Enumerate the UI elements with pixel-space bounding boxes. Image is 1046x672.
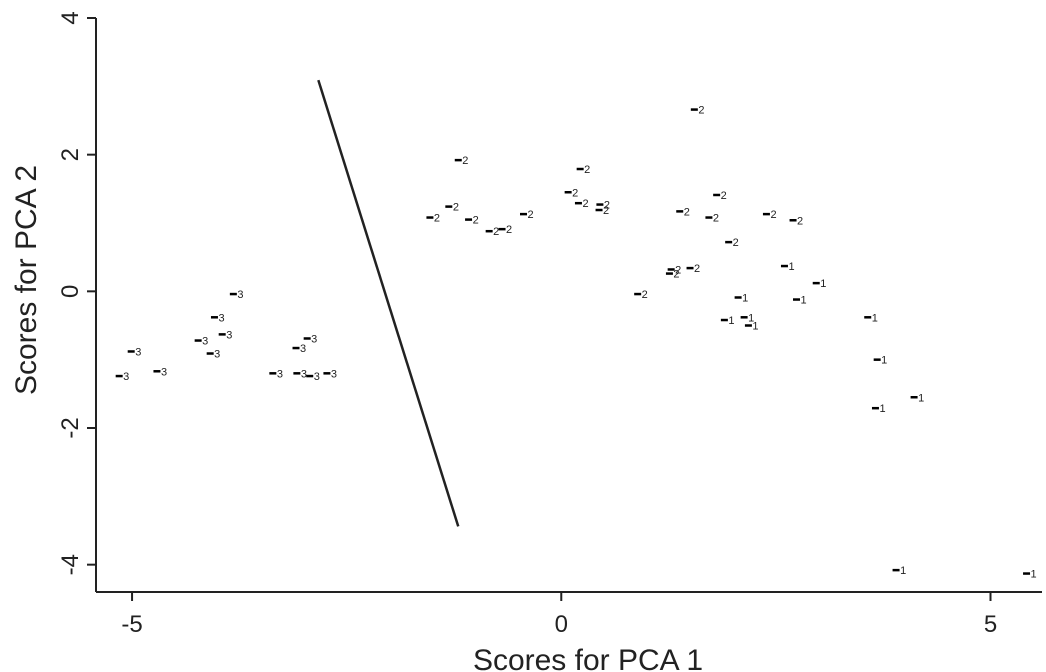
point-label: 3: [237, 289, 243, 301]
point-label: 1: [752, 321, 758, 333]
point-label: 1: [918, 392, 924, 404]
point-label: 2: [673, 269, 679, 281]
point-label: 3: [226, 329, 232, 341]
point-label: 2: [462, 155, 468, 167]
point-label: 3: [301, 368, 307, 380]
point-label: 1: [820, 278, 826, 290]
point-label: 3: [277, 368, 283, 380]
point-label: 1: [881, 355, 887, 367]
point-label: 1: [1031, 569, 1037, 581]
point-label: 1: [879, 403, 885, 415]
point-label: 2: [473, 215, 479, 227]
point-label: 3: [202, 336, 208, 348]
point-label: 2: [582, 198, 588, 210]
point-label: 3: [123, 371, 129, 383]
x-tick-label: -5: [121, 611, 142, 638]
point-label: 2: [603, 205, 609, 217]
point-label: 2: [698, 105, 704, 117]
point-label: 1: [788, 261, 794, 273]
point-label: 3: [218, 312, 224, 324]
point-label: 1: [748, 312, 754, 324]
point-label: 2: [721, 190, 727, 202]
point-label: 2: [506, 224, 512, 236]
point-label: 2: [528, 209, 534, 221]
point-label: 2: [713, 213, 719, 225]
y-tick-label: 4: [57, 11, 84, 24]
point-label: 2: [733, 237, 739, 249]
y-tick-label: 2: [57, 148, 84, 161]
point-label: 2: [572, 187, 578, 199]
point-label: 3: [311, 333, 317, 345]
y-tick-label: -2: [57, 417, 84, 438]
point-label: 3: [331, 368, 337, 380]
separator-line: [317, 79, 460, 527]
y-axis-title: Scores for PCA 2: [10, 165, 43, 395]
point-label: 1: [728, 315, 734, 327]
point-label: 1: [742, 292, 748, 304]
point-label: 3: [135, 346, 141, 358]
point-label: 2: [584, 164, 590, 176]
x-axis-title: Scores for PCA 1: [473, 644, 703, 672]
point-label: 2: [493, 226, 499, 238]
point-label: 2: [604, 200, 610, 212]
x-tick-label: 5: [984, 611, 997, 638]
point-label: 1: [872, 312, 878, 324]
point-label: 1: [900, 565, 906, 577]
y-tick-label: -4: [57, 554, 84, 575]
point-label: 2: [453, 202, 459, 214]
point-label: 3: [300, 343, 306, 355]
point-label: 2: [694, 263, 700, 275]
y-tick-label: 0: [57, 285, 84, 298]
point-label: 3: [214, 349, 220, 361]
point-label: 2: [684, 206, 690, 218]
point-label: 2: [770, 209, 776, 221]
point-label: 1: [800, 295, 806, 307]
point-label: 2: [675, 264, 681, 276]
x-tick-label: 0: [555, 611, 568, 638]
point-label: 3: [161, 366, 167, 378]
point-label: 3: [314, 371, 320, 383]
point-label: 2: [797, 215, 803, 227]
point-label: 2: [434, 213, 440, 225]
point-label: 2: [642, 289, 648, 301]
